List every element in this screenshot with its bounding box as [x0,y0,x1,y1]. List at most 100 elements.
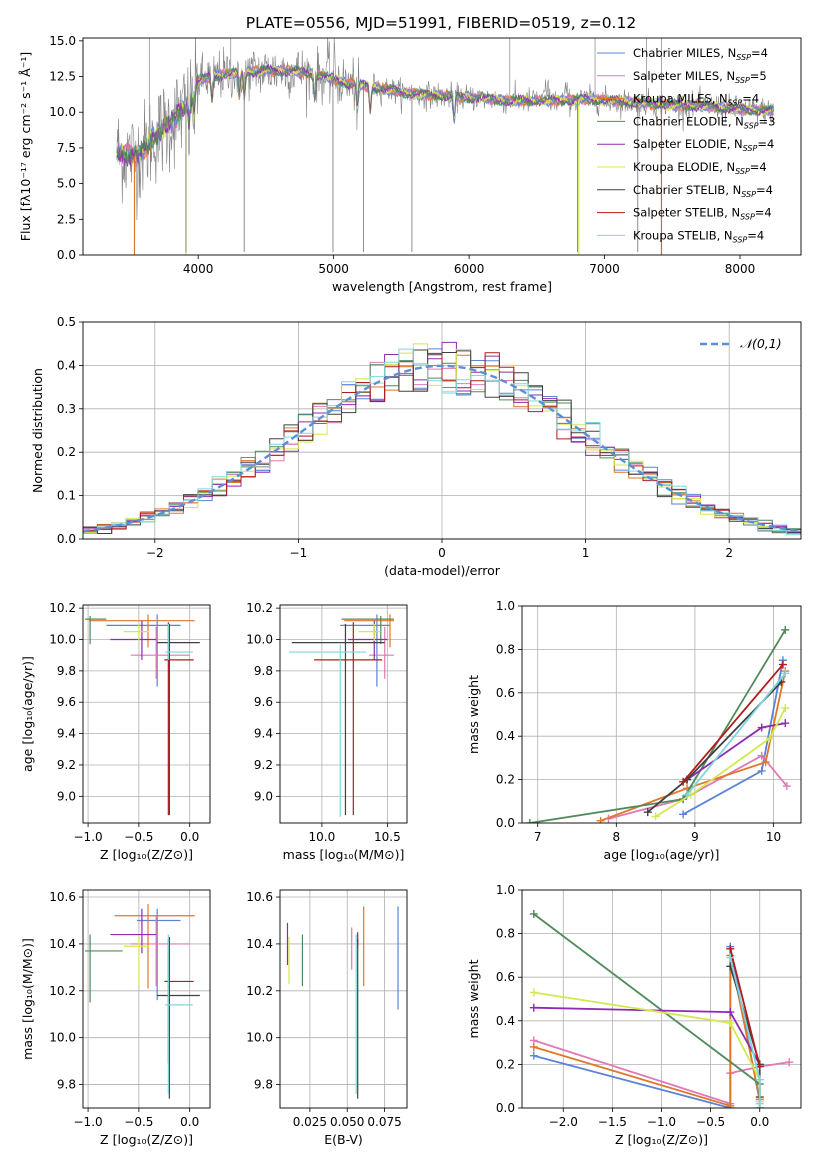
weight-series [726,953,764,1108]
plot-area [85,614,200,816]
legend-entry: Kroupa ELODIE, NSSP=4 [633,160,767,176]
legend-entry: Chabrier MILES, NSSP=4 [633,46,768,62]
x-axis-label: (data-model)/error [384,563,501,578]
errorbar-point [314,622,383,816]
weight-marker [529,1042,538,1051]
axes-frame [82,889,211,1109]
weight-marker [781,703,790,712]
x-tick-label: −1.0 [74,1115,103,1129]
y-tick-label: 10.2 [49,601,76,615]
y-tick-label: 10.2 [246,601,273,615]
y-tick-label: 1.0 [496,883,515,897]
y-axis-label: mass [log₁₀(M/M⊙)] [20,938,35,1060]
x-tick-label: −1 [290,546,308,560]
panel-spectrum: 4000 5000 6000 7000 8000 0.0 2.5 5.0 7.5 10.0 12.5… [18,34,802,294]
weight-line [655,707,787,818]
axes-frame [82,37,802,256]
x-tick-label: 0.0 [180,1115,199,1129]
legend-name: Chabrier STELIB, N [633,183,741,197]
legend-entry: Salpeter MILES, NSSP=5 [633,69,767,85]
legend-entry: Kroupa STELIB, NSSP=4 [633,228,764,244]
axes-frame [521,605,802,824]
plot-area [85,904,200,1099]
legend-nssp: =3 [759,114,776,128]
weight-marker [761,758,770,767]
x-tick-label: −2 [146,546,164,560]
panel-age_vs_Z: −1.0 −0.5 0.0 9.0 9.2 9.4 9.6 9.8 10.0 10.2 Z [log… [20,601,211,862]
y-tick-label: 12.5 [49,70,76,84]
y-tick-label: 9.8 [57,664,76,678]
errorbar-point [85,615,107,645]
legend-name: Salpeter ELODIE, N [633,137,743,151]
legend-entry: Chabrier ELODIE, NSSP=3 [633,114,775,130]
legend-nssp: =4 [747,228,764,242]
weight-marker [757,766,766,775]
x-axis-label: Z [log₁₀(Z/Z⊙)] [615,1132,708,1147]
x-tick-label: 8000 [725,262,756,276]
y-tick-label: 9.4 [254,727,273,741]
panel-massweight_vs_age: 7 8 9 10 0.0 0.2 0.4 0.6 0.8 1.0 age [log₁₀(age/yr… [466,599,802,862]
plot-area [289,614,394,817]
x-tick-label: 0 [438,546,446,560]
weight-marker [757,723,766,732]
errorbar-point [110,620,157,660]
x-axis-label: age [log₁₀(age/yr)] [604,847,720,862]
axes-frame [279,889,408,1109]
legend-nssp: =4 [751,46,768,60]
plot-area [286,906,399,1099]
panel-massweight_vs_Z: −2.0 −1.5 −1.0 −0.5 0.0 0.0 0.2 0.4 0.6 0.8 1.0 Z [… [466,883,802,1147]
x-tick-label: 2 [725,546,733,560]
y-tick-label: 9.2 [57,758,76,772]
y-tick-label: 5.0 [57,177,76,191]
errorbar-point [165,623,193,660]
x-axis-label: Z [log₁₀(Z/Z⊙)] [100,847,193,862]
errorbar-point [157,623,200,816]
legend-name: Salpeter STELIB, N [633,206,740,220]
legend-name: Chabrier ELODIE, N [633,114,744,128]
weight-marker [781,625,790,634]
y-tick-label: 0.2 [496,773,515,787]
y-tick-label: 0.0 [57,532,76,546]
x-axis-label: E(B-V) [324,1132,363,1147]
y-tick-label: 0.1 [57,489,76,503]
errorbar-point [157,936,200,1099]
y-tick-label: 0.8 [496,642,515,656]
errorbar-point [344,614,394,648]
weight-marker [782,782,791,791]
legend-subscript: SSP [728,99,743,108]
errorbar-point [369,626,394,679]
panel-mass_vs_Z: −1.0 −0.5 0.0 9.8 10.0 10.2 10.4 10.6 Z [log₁₀(Z… [20,889,211,1147]
y-tick-label: 10.0 [246,633,273,647]
panel-residuals: −2 −1 0 1 2 0.0 0.1 0.2 0.3 0.4 0.5 (data-model)/er… [30,315,802,578]
legend-subscript: SSP [735,167,750,176]
y-tick-label: 9.8 [254,664,273,678]
gridlines [280,890,407,1108]
legend-subscript: SSP [744,121,759,130]
weight-line [682,664,784,783]
legend-entry: Salpeter STELIB, NSSP=4 [633,206,772,222]
y-tick-label: 9.6 [254,695,273,709]
y-tick-label: 9.0 [254,789,273,803]
y-tick-label: 2.5 [57,212,76,226]
y-tick-label: 0.2 [496,1057,515,1071]
weight-marker [643,808,652,817]
errorbar-point [136,908,181,1001]
weight-marker [683,790,692,799]
axes-frame [82,321,802,540]
weight-marker [679,777,688,786]
legend-subscript: SSP [736,53,751,62]
errorbar-point [289,644,367,817]
y-tick-label: 0.0 [57,248,76,262]
weight-marker [529,909,538,918]
errorbar-point [358,623,381,642]
y-axis-label: Flux [fλ10⁻¹⁷ erg cm⁻² s⁻¹ Å⁻¹] [18,52,33,241]
weight-marker [726,1018,735,1027]
legend-subscript: SSP [741,190,756,199]
x-tick-label: 10.0 [309,830,336,844]
weight-marker [679,810,688,819]
y-tick-label: 7.5 [57,141,76,155]
y-tick-label: 0.2 [57,445,76,459]
plot-layer: 4000 5000 6000 7000 80000.02.55.07.510.012.5… [18,34,802,1147]
weight-series [679,660,787,786]
spectrum-model-line [116,63,774,168]
